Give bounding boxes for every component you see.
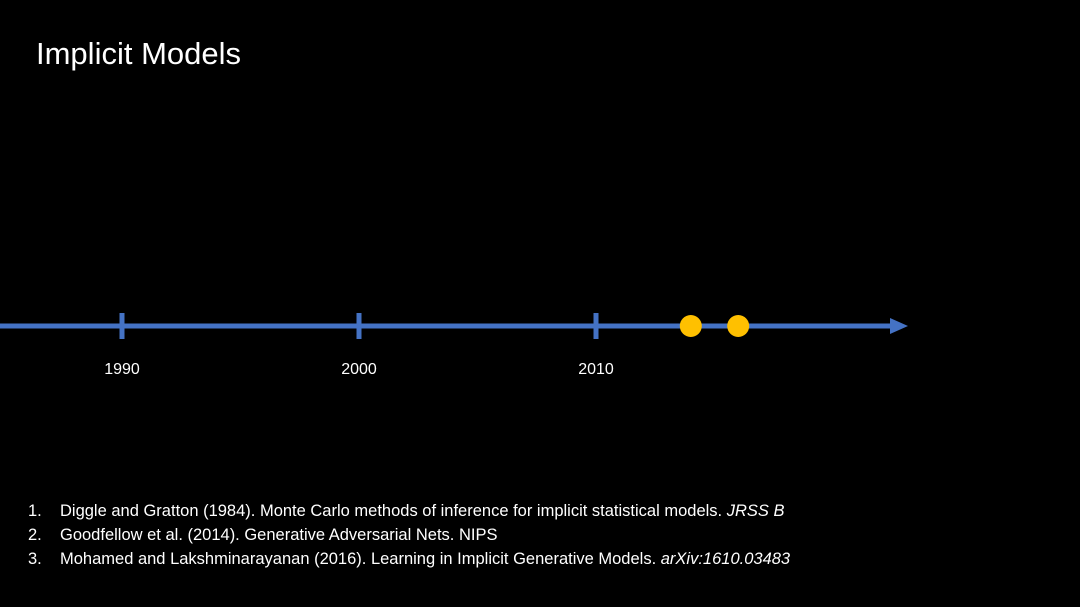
timeline-ticks: [119, 313, 599, 339]
reference-venue: JRSS B: [726, 502, 785, 520]
timeline-markers: [679, 315, 750, 337]
timeline-tick-label: 2010: [578, 361, 614, 378]
reference-text: Goodfellow et al. (2014). Generative Adv…: [60, 523, 497, 547]
reference-citation: Goodfellow et al. (2014). Generative Adv…: [60, 526, 498, 544]
reference-text: Mohamed and Lakshminarayanan (2016). Lea…: [60, 547, 790, 571]
reference-item: 3. Mohamed and Lakshminarayanan (2016). …: [28, 547, 790, 571]
reference-list: 1. Diggle and Gratton (1984). Monte Carl…: [28, 499, 790, 571]
reference-number: 2.: [28, 526, 42, 544]
reference-number: 1.: [28, 502, 42, 520]
reference-citation: Mohamed and Lakshminarayanan (2016). Lea…: [60, 550, 661, 568]
timeline-tick-label: 1990: [104, 361, 140, 378]
reference-item: 2. Goodfellow et al. (2014). Generative …: [28, 523, 790, 547]
reference-venue: arXiv:1610.03483: [660, 550, 791, 568]
reference-item: 1. Diggle and Gratton (1984). Monte Carl…: [28, 499, 790, 523]
reference-text: Diggle and Gratton (1984). Monte Carlo m…: [60, 499, 785, 523]
reference-number: 3.: [28, 550, 42, 568]
timeline-tick-label: 2000: [341, 361, 377, 378]
slide-title: Implicit Models: [36, 36, 241, 71]
timeline-arrowhead: [890, 318, 908, 334]
timeline-marker-ref-2: [679, 315, 702, 337]
timeline-tick-labels: 1990 2000 2010: [104, 361, 614, 378]
reference-citation: Diggle and Gratton (1984). Monte Carlo m…: [60, 502, 727, 520]
timeline-marker-ref-3: [727, 315, 750, 337]
